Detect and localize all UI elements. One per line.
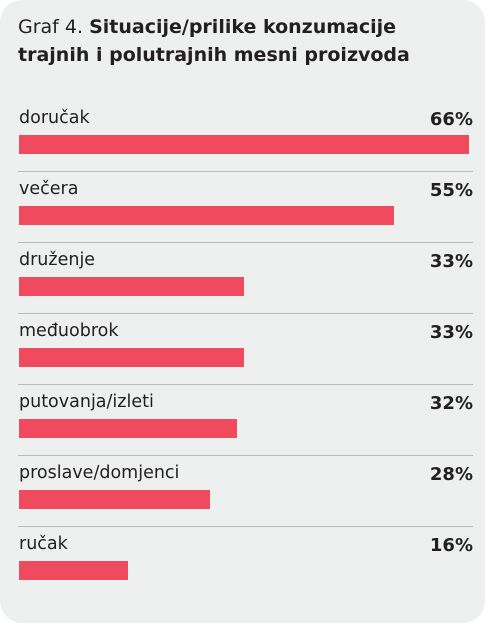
bar-list: doručak 66% večera 55% druženje 33% međuobrok 3…: [0, 100, 485, 597]
value-label: 55%: [429, 180, 473, 201]
category-label: proslave/domjenci: [19, 463, 180, 483]
value-label: 33%: [429, 322, 473, 343]
chart-title-prefix: Graf 4.: [18, 16, 84, 38]
bar: [19, 490, 210, 509]
chart-title: Graf 4. Situacije/prilike konzumacije tr…: [18, 13, 473, 69]
value-label: 66%: [429, 109, 473, 130]
bar-row: ručak 16%: [0, 526, 485, 597]
value-label: 16%: [429, 535, 473, 556]
bar: [19, 419, 237, 438]
value-label: 33%: [429, 251, 473, 272]
category-label: ručak: [19, 534, 68, 554]
bar-row: međuobrok 33%: [0, 313, 485, 384]
row-divider: [18, 242, 473, 243]
category-label: druženje: [19, 250, 96, 270]
bar: [19, 206, 394, 225]
bar: [19, 561, 128, 580]
category-label: međuobrok: [19, 321, 119, 341]
chart-title-text: Situacije/prilike konzumacije trajnih i …: [18, 16, 410, 66]
category-label: doručak: [19, 108, 90, 128]
value-label: 28%: [429, 464, 473, 485]
value-label: 32%: [429, 393, 473, 414]
bar-row: druženje 33%: [0, 242, 485, 313]
bar-row: putovanja/izleti 32%: [0, 384, 485, 455]
bar-row: proslave/domjenci 28%: [0, 455, 485, 526]
bar-row: doručak 66%: [0, 100, 485, 171]
bar: [19, 348, 244, 367]
row-divider: [18, 171, 473, 172]
row-divider: [18, 526, 473, 527]
row-divider: [18, 455, 473, 456]
category-label: putovanja/izleti: [19, 392, 154, 412]
category-label: večera: [19, 179, 79, 199]
row-divider: [18, 384, 473, 385]
bar-row: večera 55%: [0, 171, 485, 242]
bar: [19, 135, 469, 154]
row-divider: [18, 313, 473, 314]
bar: [19, 277, 244, 296]
